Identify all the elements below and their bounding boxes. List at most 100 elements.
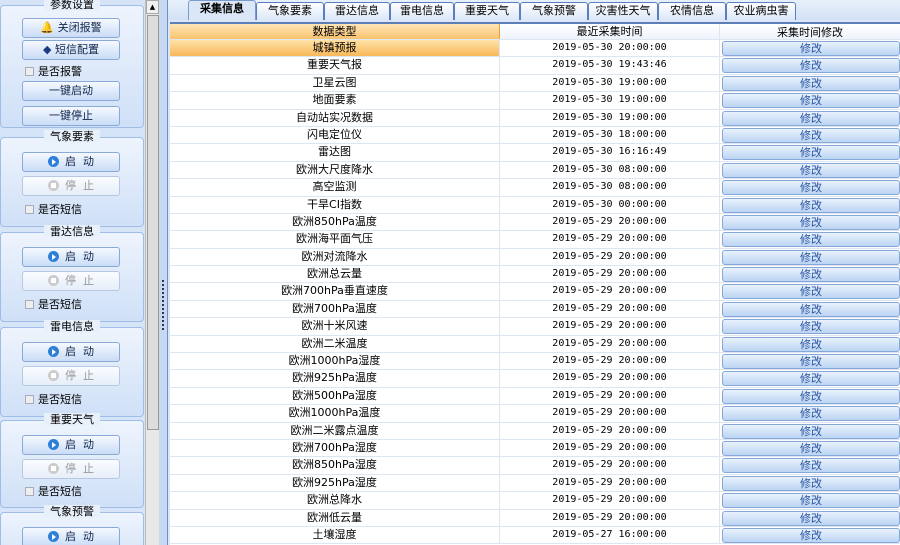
- tab-0[interactable]: 采集信息: [188, 0, 256, 20]
- splitter-grip-icon[interactable]: [162, 280, 164, 330]
- scroll-thumb[interactable]: [147, 15, 159, 430]
- edit-button[interactable]: 修改: [722, 336, 900, 352]
- table-row[interactable]: 欧洲二米温度 2019-05-29 20:00:00 修改: [170, 335, 900, 354]
- table-row[interactable]: 欧洲总云量 2019-05-29 20:00:00 修改: [170, 266, 900, 284]
- tab-3[interactable]: 雷电信息: [390, 2, 454, 20]
- edit-button[interactable]: 修改: [722, 41, 900, 56]
- edit-button[interactable]: 修改: [722, 388, 900, 404]
- start-button[interactable]: 启 动: [22, 152, 120, 172]
- table-row[interactable]: 欧洲700hPa温度 2019-05-29 20:00:00 修改: [170, 300, 900, 319]
- edit-button[interactable]: 修改: [722, 510, 900, 526]
- edit-button[interactable]: 修改: [722, 214, 900, 230]
- sms-checkbox[interactable]: 是否短信: [25, 394, 82, 406]
- data-type-cell: 欧洲925hPa温度: [170, 370, 500, 387]
- table-row[interactable]: 欧洲大尺度降水 2019-05-30 08:00:00 修改: [170, 161, 900, 180]
- table-row[interactable]: 欧洲海平面气压 2019-05-29 20:00:00 修改: [170, 231, 900, 249]
- sms-checkbox[interactable]: 是否短信: [25, 299, 82, 311]
- edit-button[interactable]: 修改: [722, 423, 900, 439]
- table-row[interactable]: 欧洲十米风速 2019-05-29 20:00:00 修改: [170, 318, 900, 336]
- table-row[interactable]: 欧洲850hPa湿度 2019-05-29 20:00:00 修改: [170, 457, 900, 475]
- tab-2[interactable]: 雷达信息: [324, 2, 390, 20]
- edit-button[interactable]: 修改: [722, 93, 900, 109]
- table-row[interactable]: 地面要素 2019-05-30 19:00:00 修改: [170, 92, 900, 110]
- edit-button[interactable]: 修改: [722, 232, 900, 248]
- data-type-cell: 欧洲十米风速: [170, 318, 500, 335]
- edit-button[interactable]: 修改: [722, 267, 900, 283]
- table-row[interactable]: 干旱CI指数 2019-05-30 00:00:00 修改: [170, 196, 900, 214]
- start-button[interactable]: 启 动: [22, 342, 120, 362]
- edit-button[interactable]: 修改: [722, 406, 900, 422]
- edit-button[interactable]: 修改: [722, 458, 900, 474]
- start-button[interactable]: 启 动: [22, 435, 120, 455]
- table-row[interactable]: 欧洲500hPa湿度 2019-05-29 20:00:00 修改: [170, 387, 900, 406]
- edit-button[interactable]: 修改: [722, 493, 900, 509]
- sms-checkbox[interactable]: 是否短信: [25, 486, 82, 498]
- last-time-cell: 2019-05-29 20:00:00: [500, 300, 720, 318]
- table-row[interactable]: 卫星云图 2019-05-30 19:00:00 修改: [170, 74, 900, 93]
- edit-button[interactable]: 修改: [722, 284, 900, 300]
- edit-button[interactable]: 修改: [722, 180, 900, 196]
- tab-4[interactable]: 重要天气: [454, 2, 520, 20]
- edit-button[interactable]: 修改: [722, 371, 900, 387]
- edit-button[interactable]: 修改: [722, 75, 900, 91]
- header-data-type[interactable]: 数据类型: [170, 24, 500, 39]
- data-type-cell: 欧洲低云量: [170, 509, 500, 526]
- header-edit[interactable]: 采集时间修改: [720, 24, 900, 39]
- table-row[interactable]: 雷达图 2019-05-30 16:16:49 修改: [170, 144, 900, 162]
- table-row[interactable]: 自动站实况数据 2019-05-30 19:00:00 修改: [170, 109, 900, 127]
- edit-button[interactable]: 修改: [722, 249, 900, 265]
- splitter[interactable]: [159, 0, 168, 545]
- table-row[interactable]: 欧洲1000hPa温度 2019-05-29 20:00:00 修改: [170, 405, 900, 423]
- start-all-button[interactable]: 一键启动: [22, 81, 120, 101]
- table-row[interactable]: 土壤湿度 2019-05-27 16:00:00 修改: [170, 526, 900, 545]
- edit-button[interactable]: 修改: [722, 475, 900, 491]
- stop-button[interactable]: 停 止: [22, 366, 120, 386]
- table-row[interactable]: 欧洲700hPa湿度 2019-05-29 20:00:00 修改: [170, 439, 900, 458]
- table-row[interactable]: 欧洲925hPa湿度 2019-05-29 20:00:00 修改: [170, 474, 900, 493]
- table-row[interactable]: 高空监测 2019-05-30 08:00:00 修改: [170, 179, 900, 197]
- edit-button[interactable]: 修改: [722, 440, 900, 456]
- panel-scrollbar[interactable]: ▲: [145, 0, 159, 545]
- table-row[interactable]: 重要天气报 2019-05-30 19:43:46 修改: [170, 57, 900, 75]
- start-button[interactable]: 启 动: [22, 527, 120, 545]
- edit-button[interactable]: 修改: [722, 145, 900, 161]
- data-type-cell: 欧洲二米露点温度: [170, 422, 500, 439]
- edit-button[interactable]: 修改: [722, 301, 900, 317]
- sms-checkbox[interactable]: 是否短信: [25, 204, 82, 216]
- tab-5[interactable]: 气象预警: [520, 2, 588, 20]
- stop-button[interactable]: 停 止: [22, 271, 120, 291]
- table-row[interactable]: 欧洲700hPa垂直速度 2019-05-29 20:00:00 修改: [170, 283, 900, 301]
- stop-button[interactable]: 停 止: [22, 176, 120, 196]
- close-alarm-button[interactable]: 🔔 关闭报警: [22, 18, 120, 38]
- table-row[interactable]: 城镇预报 2019-05-30 20:00:00 修改: [170, 40, 900, 58]
- edit-button[interactable]: 修改: [722, 162, 900, 178]
- tab-6[interactable]: 灾害性天气: [588, 2, 658, 20]
- tab-8[interactable]: 农业病虫害: [726, 2, 796, 20]
- table-row[interactable]: 欧洲对流降水 2019-05-29 20:00:00 修改: [170, 248, 900, 267]
- table-row[interactable]: 欧洲850hPa温度 2019-05-29 20:00:00 修改: [170, 213, 900, 232]
- alarm-checkbox[interactable]: 是否报警: [25, 66, 82, 78]
- sms-config-button[interactable]: ◆ 短信配置: [22, 40, 120, 60]
- table-row[interactable]: 欧洲二米露点温度 2019-05-29 20:00:00 修改: [170, 422, 900, 440]
- last-time-cell: 2019-05-29 20:00:00: [500, 509, 720, 526]
- edit-button[interactable]: 修改: [722, 127, 900, 143]
- edit-button[interactable]: 修改: [722, 319, 900, 335]
- table-row[interactable]: 欧洲总降水 2019-05-29 20:00:00 修改: [170, 492, 900, 510]
- edit-button[interactable]: 修改: [722, 58, 900, 74]
- table-row[interactable]: 欧洲925hPa温度 2019-05-29 20:00:00 修改: [170, 370, 900, 388]
- edit-button[interactable]: 修改: [722, 527, 900, 543]
- stop-button[interactable]: 停 止: [22, 459, 120, 479]
- edit-button[interactable]: 修改: [722, 354, 900, 370]
- tab-7[interactable]: 农情信息: [658, 2, 726, 20]
- tab-bar: 采集信息 气象要素 雷达信息 雷电信息 重要天气 气象预警 灾害性天气 农情信息 农业病虫害: [168, 0, 900, 20]
- edit-button[interactable]: 修改: [722, 110, 900, 126]
- header-last-time[interactable]: 最近采集时间: [500, 24, 720, 39]
- edit-button[interactable]: 修改: [722, 197, 900, 213]
- table-row[interactable]: 欧洲低云量 2019-05-29 20:00:00 修改: [170, 509, 900, 527]
- table-row[interactable]: 欧洲1000hPa湿度 2019-05-29 20:00:00 修改: [170, 353, 900, 371]
- stop-all-button[interactable]: 一键停止: [22, 106, 120, 126]
- tab-1[interactable]: 气象要素: [256, 2, 324, 20]
- scroll-up-icon[interactable]: ▲: [146, 0, 159, 14]
- table-row[interactable]: 闪电定位仪 2019-05-30 18:00:00 修改: [170, 126, 900, 145]
- start-button[interactable]: 启 动: [22, 247, 120, 267]
